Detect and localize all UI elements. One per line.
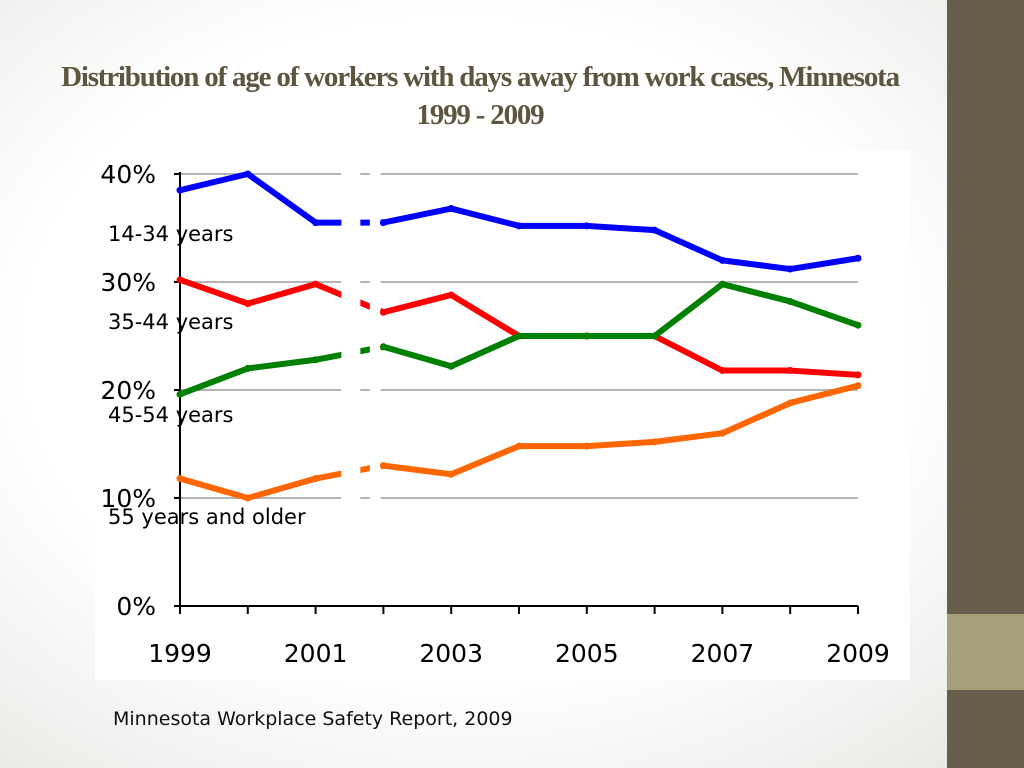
x-tick-label: 2003 xyxy=(419,639,483,668)
data-point xyxy=(854,254,862,262)
series-label-4: 55 years and older xyxy=(108,505,306,529)
x-tick-label: 2001 xyxy=(284,639,348,668)
line-gap xyxy=(369,164,381,596)
data-point xyxy=(718,367,726,375)
y-tick-label: 10% xyxy=(100,484,156,513)
data-point xyxy=(515,222,523,230)
data-point xyxy=(718,429,726,437)
data-point xyxy=(786,367,794,375)
data-point xyxy=(176,276,184,284)
side-bar-accent xyxy=(947,614,1024,690)
data-point xyxy=(651,226,659,234)
data-point xyxy=(312,475,320,483)
data-point xyxy=(854,371,862,379)
data-point xyxy=(786,297,794,305)
data-point xyxy=(447,470,455,478)
x-tick-label: 2007 xyxy=(691,639,755,668)
series-line-4 xyxy=(179,382,859,501)
data-point xyxy=(718,280,726,288)
data-point xyxy=(379,343,387,351)
data-point xyxy=(854,321,862,329)
y-tick-label: 30% xyxy=(100,268,156,297)
x-tick-label: 2009 xyxy=(826,639,890,668)
data-point xyxy=(515,442,523,450)
slide-title: Distribution of age of workers with days… xyxy=(61,61,900,131)
data-point xyxy=(176,475,184,483)
data-point xyxy=(379,219,387,227)
source-note: Minnesota Workplace Safety Report, 2009 xyxy=(113,708,513,730)
line-chart: 0% 10% 20% 30% 40% 1999 2001 2003 2005 2007 2009 14… xyxy=(100,160,890,668)
series-label-3: 45-54 years xyxy=(108,403,234,427)
data-point xyxy=(651,438,659,446)
y-tick-label: 40% xyxy=(100,160,156,189)
data-point xyxy=(312,219,320,227)
series-label-2: 35-44 years xyxy=(108,310,234,334)
chart-panel: 0% 10% 20% 30% 40% 1999 2001 2003 2005 2007 2009 14… xyxy=(95,150,910,680)
data-point xyxy=(786,399,794,407)
data-point xyxy=(244,364,252,372)
data-point xyxy=(718,256,726,264)
data-point xyxy=(312,356,320,364)
data-point xyxy=(854,382,862,390)
series-label-1: 14-34 years xyxy=(108,222,234,246)
data-point xyxy=(583,442,591,450)
y-tick-label: 0% xyxy=(116,592,156,621)
data-point xyxy=(244,300,252,308)
data-point xyxy=(583,332,591,340)
data-point xyxy=(244,170,252,178)
data-point xyxy=(244,494,252,502)
line-gap xyxy=(341,164,361,596)
data-point xyxy=(379,462,387,470)
data-point xyxy=(515,332,523,340)
data-point xyxy=(312,280,320,288)
data-point xyxy=(447,362,455,370)
series-line-1 xyxy=(179,171,859,273)
data-point xyxy=(176,186,184,194)
data-point xyxy=(651,332,659,340)
x-tick-label: 1999 xyxy=(148,639,212,668)
x-tick-label: 2005 xyxy=(555,639,619,668)
y-tick-label: 20% xyxy=(100,376,156,405)
data-point xyxy=(583,222,591,230)
data-point xyxy=(786,265,794,273)
data-point xyxy=(447,291,455,299)
data-point xyxy=(379,308,387,316)
data-point xyxy=(447,205,455,213)
data-point xyxy=(176,390,184,398)
